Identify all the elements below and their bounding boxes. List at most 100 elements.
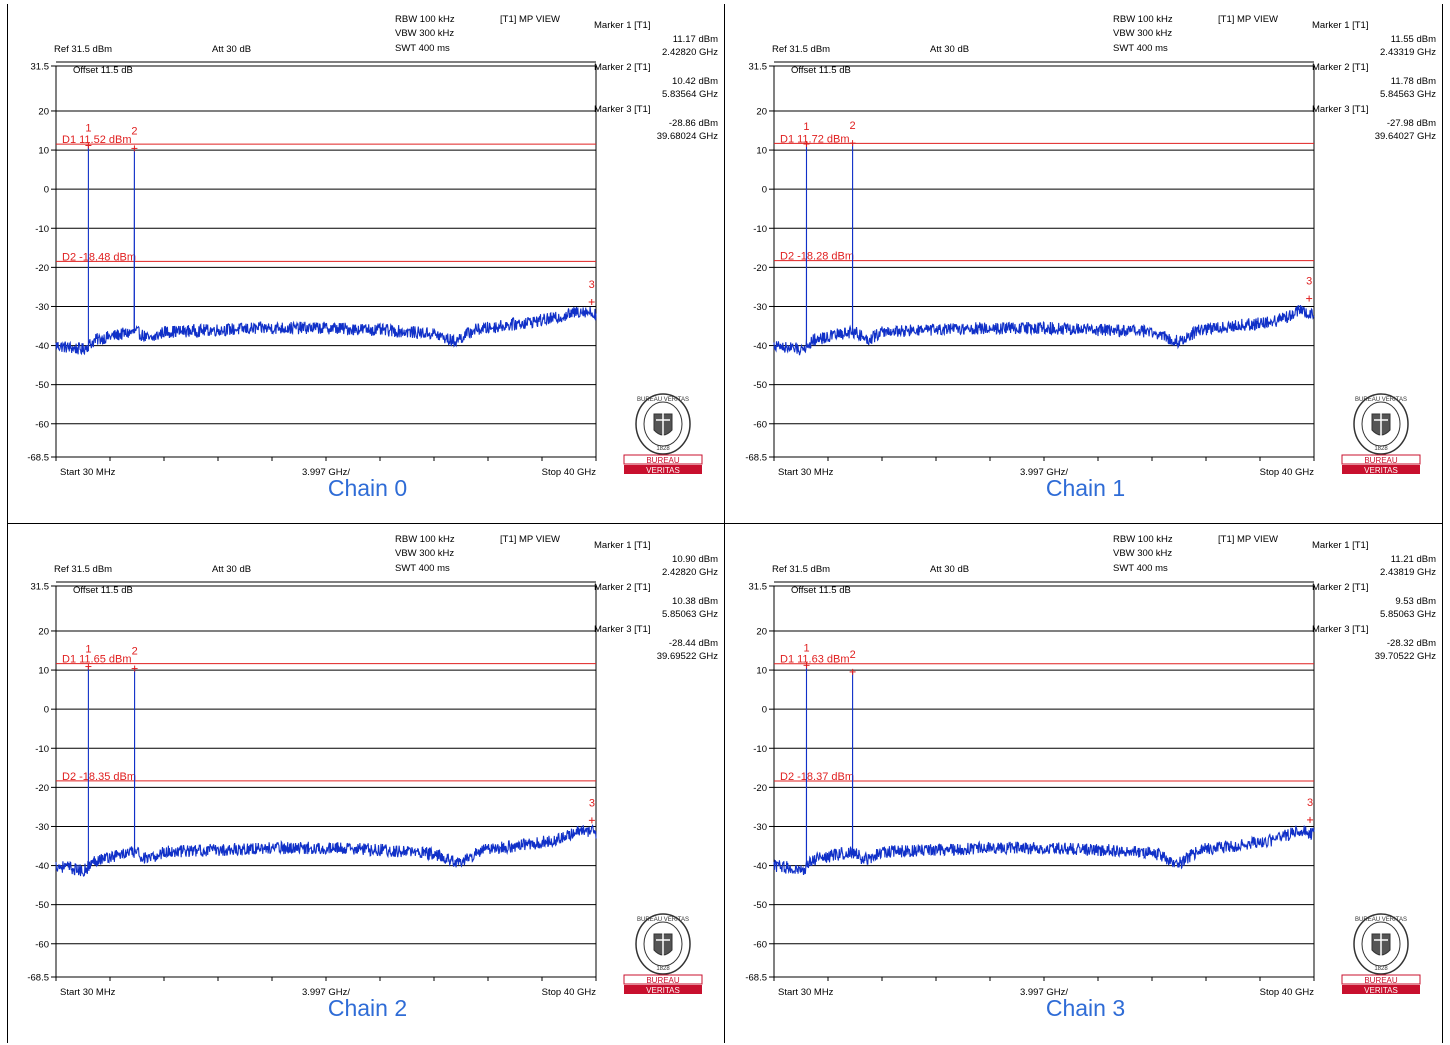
marker-id-label: 1	[803, 642, 809, 654]
y-tick-label: 0	[762, 705, 767, 716]
marker-name: Marker 2 [T1]	[594, 62, 651, 73]
spectrum-panel: RBW 100 kHz VBW 300 kHz SWT 400 ms [T1] MP …	[8, 4, 727, 525]
spectrum-trace	[55, 666, 597, 877]
marker-frequency: 5.85063 GHz	[662, 609, 718, 620]
x-start-label: Start 30 MHz	[778, 987, 834, 998]
logo-ring-text: BUREAU VERITAS	[1355, 397, 1407, 403]
y-tick-label: -50	[35, 380, 49, 391]
ref-level-label: Ref 31.5 dBm	[772, 564, 830, 575]
view-label: [T1] MP VIEW	[500, 14, 560, 25]
marker-name: Marker 3 [T1]	[1312, 624, 1369, 635]
vbw-label: VBW 300 kHz	[395, 28, 454, 39]
y-tick-label: -68.5	[27, 453, 49, 464]
marker-id-label: 2	[850, 649, 856, 661]
marker-name: Marker 3 [T1]	[1312, 104, 1369, 115]
y-tick-label: 10	[756, 666, 767, 677]
logo-year: 1828	[656, 446, 670, 452]
logo-band-veritas: VERITAS	[1364, 466, 1398, 475]
marker-name: Marker 1 [T1]	[594, 20, 651, 31]
marker-name: Marker 1 [T1]	[1312, 20, 1369, 31]
y-tick-label: -50	[753, 900, 767, 911]
y-tick-label: 31.5	[749, 582, 768, 593]
logo-band-veritas: VERITAS	[646, 466, 680, 475]
spectrum-plot: RBW 100 kHz VBW 300 kHz SWT 400 ms [T1] MP …	[27, 14, 718, 478]
logo-band-bureau: BUREAU	[1364, 976, 1398, 985]
logo-band-veritas: VERITAS	[646, 986, 680, 995]
y-tick-label: -40	[35, 341, 49, 352]
logo-band-bureau: BUREAU	[1364, 456, 1398, 465]
y-tick-label: 31.5	[31, 582, 50, 593]
rbw-label: RBW 100 kHz	[395, 14, 455, 25]
marker-name: Marker 3 [T1]	[594, 624, 651, 635]
ref-level-label: Ref 31.5 dBm	[54, 44, 112, 55]
y-tick-label: -50	[753, 380, 767, 391]
x-span-label: 3.997 GHz/	[302, 987, 350, 998]
marker-frequency: 39.69522 GHz	[657, 651, 719, 662]
y-tick-label: -40	[35, 861, 49, 872]
attenuation-label: Att 30 dB	[212, 564, 251, 575]
logo-ring-text: BUREAU VERITAS	[637, 917, 689, 923]
y-tick-label: -10	[753, 744, 767, 755]
rbw-label: RBW 100 kHz	[1113, 14, 1173, 25]
d1-limit-label: D1 11.63 dBm	[780, 654, 850, 666]
marker-id-label: 3	[1306, 276, 1312, 288]
marker-frequency: 5.83564 GHz	[662, 89, 718, 100]
spectrum-plot: RBW 100 kHz VBW 300 kHz SWT 400 ms [T1] MP …	[745, 14, 1436, 478]
rbw-label: RBW 100 kHz	[395, 534, 455, 545]
marker-level: 10.42 dBm	[672, 76, 718, 87]
d2-limit-label: D2 -18.28 dBm	[780, 251, 854, 263]
y-tick-label: -60	[753, 939, 767, 950]
y-tick-label: -30	[35, 822, 49, 833]
marker-id-label: 3	[1307, 797, 1313, 809]
x-stop-label: Stop 40 GHz	[542, 467, 597, 478]
logo-band-veritas: VERITAS	[1364, 986, 1398, 995]
y-tick-label: 20	[756, 626, 767, 637]
spectrum-panel: RBW 100 kHz VBW 300 kHz SWT 400 ms [T1] MP …	[726, 4, 1445, 525]
x-span-label: 3.997 GHz/	[302, 467, 350, 478]
spectrum-panel: RBW 100 kHz VBW 300 kHz SWT 400 ms [T1] MP …	[726, 524, 1445, 1045]
y-tick-label: -68.5	[27, 973, 49, 984]
vbw-label: VBW 300 kHz	[1113, 548, 1172, 559]
x-stop-label: Stop 40 GHz	[542, 987, 597, 998]
y-tick-label: -20	[35, 783, 49, 794]
view-label: [T1] MP VIEW	[1218, 14, 1278, 25]
view-label: [T1] MP VIEW	[1218, 534, 1278, 545]
marker-level: -28.32 dBm	[1387, 638, 1436, 649]
y-tick-label: -30	[753, 302, 767, 313]
y-tick-label: 20	[38, 626, 49, 637]
marker-level: 9.53 dBm	[1395, 596, 1436, 607]
y-tick-label: -68.5	[745, 453, 767, 464]
d1-limit-label: D1 11.72 dBm	[780, 133, 850, 145]
marker-id-label: 2	[132, 646, 138, 658]
swt-label: SWT 400 ms	[1113, 563, 1168, 574]
y-tick-label: -40	[753, 861, 767, 872]
ref-level-label: Ref 31.5 dBm	[772, 44, 830, 55]
y-tick-label: -20	[753, 783, 767, 794]
marker-name: Marker 3 [T1]	[594, 104, 651, 115]
swt-label: SWT 400 ms	[395, 43, 450, 54]
logo-ring-text: BUREAU VERITAS	[1355, 917, 1407, 923]
x-span-label: 3.997 GHz/	[1020, 467, 1068, 478]
spectrum-trace	[55, 145, 597, 356]
ref-level-label: Ref 31.5 dBm	[54, 564, 112, 575]
y-tick-label: 10	[38, 666, 49, 677]
spectrum-trace	[773, 143, 1315, 356]
d1-limit-label: D1 11.52 dBm	[62, 134, 132, 146]
y-tick-label: -20	[753, 263, 767, 274]
d2-limit-label: D2 -18.37 dBm	[780, 771, 854, 783]
marker-frequency: 2.42820 GHz	[662, 567, 718, 578]
x-start-label: Start 30 MHz	[60, 987, 116, 998]
logo-band-bureau: BUREAU	[646, 976, 680, 985]
y-tick-label: 10	[756, 146, 767, 157]
y-tick-label: 10	[38, 146, 49, 157]
marker-frequency: 2.43819 GHz	[1380, 567, 1436, 578]
offset-label: Offset 11.5 dB	[791, 65, 851, 76]
swt-label: SWT 400 ms	[1113, 43, 1168, 54]
logo-year: 1828	[1374, 966, 1388, 972]
x-span-label: 3.997 GHz/	[1020, 987, 1068, 998]
y-tick-label: 0	[44, 185, 49, 196]
attenuation-label: Att 30 dB	[930, 44, 969, 55]
